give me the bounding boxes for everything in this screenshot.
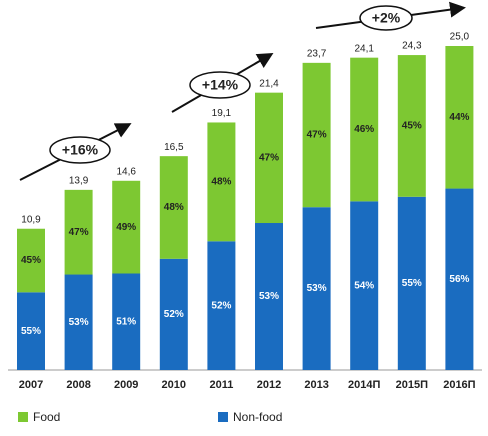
segment-label: 48% (164, 202, 184, 213)
total-label: 19,1 (212, 108, 232, 119)
annotation-bubble (49, 136, 111, 164)
x-tick-label: 2008 (66, 379, 90, 391)
bar-segment (350, 201, 379, 370)
segment-label: 47% (259, 152, 279, 163)
segment-label: 53% (69, 317, 89, 328)
bar-segment (302, 62, 331, 208)
bar-segment (207, 122, 236, 242)
bar-segment (350, 57, 379, 202)
segment-label: 52% (164, 309, 184, 320)
segment-label: 53% (307, 283, 327, 294)
segment-label: 54% (354, 280, 374, 291)
total-label: 21,4 (259, 78, 279, 89)
bar-segment (159, 156, 188, 259)
annotation: +2% (372, 10, 401, 26)
annotation: +16% (62, 142, 99, 158)
bar-segment (112, 180, 141, 274)
segment-label: 51% (116, 316, 136, 327)
total-label: 23,7 (307, 48, 327, 59)
bar-segment (17, 228, 45, 293)
legend-label: Non-food (233, 410, 282, 424)
annotation-bubble (359, 5, 413, 31)
legend-swatch (218, 412, 228, 422)
x-tick-label: 2015П (396, 379, 428, 391)
segment-label: 49% (116, 222, 136, 233)
bar-segment (159, 258, 188, 370)
x-tick-label: 2011 (209, 379, 233, 391)
segment-label: 53% (259, 291, 279, 302)
annotation: +14% (202, 77, 239, 93)
legend-label: Food (33, 410, 60, 424)
x-tick-label: 2016П (443, 379, 475, 391)
segment-label: 44% (449, 112, 469, 123)
bar-segment (445, 188, 474, 370)
x-tick-label: 2014П (348, 379, 380, 391)
segment-label: 45% (402, 121, 422, 132)
x-tick-label: 2012 (257, 379, 281, 391)
total-label: 14,6 (116, 166, 136, 177)
segment-label: 46% (354, 124, 374, 135)
bar-segment (255, 92, 283, 224)
x-tick-label: 2013 (304, 379, 328, 391)
x-tick-label: 2009 (114, 379, 138, 391)
bar-segment (64, 274, 93, 370)
x-tick-label: 2010 (162, 379, 186, 391)
bar-segment (255, 223, 283, 370)
bar-segment (112, 273, 141, 370)
segment-label: 47% (69, 227, 89, 238)
total-label: 24,3 (402, 41, 422, 52)
legend-swatch (18, 412, 28, 422)
x-tick-label: 2007 (19, 379, 43, 391)
segment-label: 55% (402, 278, 422, 289)
segment-label: 52% (211, 300, 231, 311)
bar-segment (445, 46, 474, 189)
total-label: 25,0 (450, 32, 470, 43)
bar-segment (207, 241, 236, 370)
segment-label: 56% (449, 274, 469, 285)
segment-label: 48% (211, 177, 231, 188)
segment-label: 47% (307, 130, 327, 141)
bar-segment (302, 207, 331, 370)
bar-segment (17, 292, 45, 370)
bar-segment (64, 189, 93, 275)
annotations: +16% +14% +2% (19, 1, 466, 181)
total-label: 16,5 (164, 142, 184, 153)
bar-segment (397, 196, 426, 370)
segment-label: 45% (21, 255, 41, 266)
annotation-bubble (189, 71, 251, 99)
total-label: 24,1 (354, 43, 374, 54)
total-label: 10,9 (21, 214, 41, 225)
total-label: 13,9 (69, 175, 89, 186)
bar-segment (397, 55, 426, 197)
segment-label: 55% (21, 326, 41, 337)
